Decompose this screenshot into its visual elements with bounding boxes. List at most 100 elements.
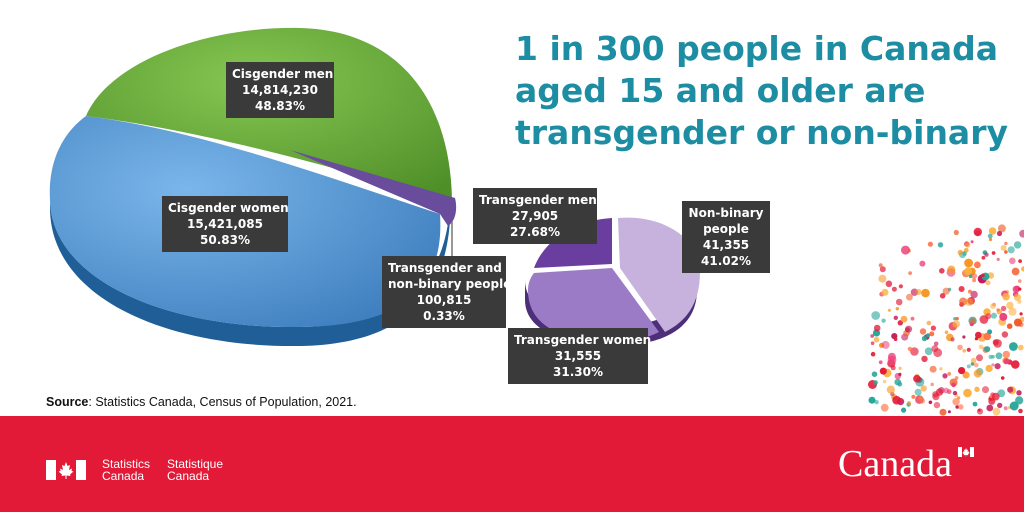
- maple-leaf-dot: [878, 274, 887, 283]
- maple-leaf-dot: [929, 365, 937, 373]
- maple-leaf-dot: [1001, 331, 1009, 338]
- maple-leaf-dot: [990, 312, 998, 319]
- maple-leaf-dot: [882, 379, 887, 384]
- maple-leaf-dots-decoration: [868, 224, 1024, 416]
- maple-leaf-dot: [926, 333, 931, 338]
- maple-leaf-dot: [931, 345, 939, 352]
- maple-leaf-dot: [932, 393, 940, 401]
- maple-leaf-dot: [919, 398, 926, 404]
- data-label-percent: 0.33%: [423, 309, 465, 323]
- maple-leaf-dot: [957, 344, 963, 351]
- data-label-transgender-men: Transgender men 27,905 27.68%: [473, 188, 597, 244]
- maple-leaf-dot: [991, 355, 995, 359]
- maple-leaf-dot: [985, 364, 993, 372]
- canada-flag-icon: [46, 460, 86, 480]
- maple-leaf-dot: [1004, 241, 1008, 246]
- data-label-value: 41,355: [702, 238, 750, 252]
- maple-leaf-dot: [976, 354, 983, 362]
- maple-leaf-dot: [970, 240, 974, 244]
- data-label-name-line-1: Non-binary: [688, 206, 764, 220]
- maple-leaf-dot: [962, 349, 966, 353]
- maple-leaf-dot: [1000, 376, 1005, 380]
- maple-leaf-dot: [952, 390, 958, 396]
- headline-line-1: 1 in 300 people in Canada: [515, 29, 999, 68]
- maple-leaf-dot: [1000, 305, 1007, 312]
- maple-leaf-dot: [878, 263, 883, 268]
- wordmark-flag-icon: [958, 447, 974, 457]
- maple-leaf-dot: [955, 405, 959, 409]
- maple-leaf-dot: [1002, 293, 1010, 301]
- maple-leaf-dot: [1015, 396, 1024, 405]
- maple-leaf-dot: [965, 242, 971, 248]
- maple-leaf-dot: [984, 346, 991, 353]
- maple-leaf-dot: [959, 297, 968, 306]
- maple-leaf-dot: [1013, 241, 1022, 249]
- maple-leaf-dot: [1018, 287, 1022, 291]
- maple-leaf-dot: [890, 365, 896, 371]
- maple-leaf-dot: [887, 352, 896, 361]
- maple-leaf-dot: [981, 273, 985, 278]
- maple-leaf-dot: [1008, 307, 1017, 316]
- maple-leaf-dot: [879, 367, 887, 375]
- maple-leaf-dot: [898, 366, 902, 370]
- maple-leaf-dot: [996, 230, 1003, 237]
- maple-leaf-dot: [870, 341, 875, 346]
- data-label-percent: 31.30%: [553, 365, 603, 379]
- maple-leaf-dot: [943, 387, 950, 394]
- maple-leaf-dot: [996, 257, 1000, 261]
- maple-leaf-dot: [974, 362, 979, 368]
- maple-leaf-dot: [927, 241, 934, 247]
- maple-leaf-dot: [930, 382, 934, 387]
- maple-leaf-dot: [982, 386, 989, 394]
- maple-leaf-dot: [901, 245, 910, 255]
- maple-leaf-dot: [892, 395, 901, 405]
- maple-leaf-dot: [988, 227, 997, 235]
- maple-leaf-dot: [1013, 293, 1022, 301]
- maple-leaf-dot: [885, 280, 893, 288]
- maple-leaf-dot: [1007, 246, 1015, 254]
- source-note: Source: Statistics Canada, Census of Pop…: [46, 395, 357, 409]
- maple-leaf-dot: [947, 265, 956, 274]
- data-label-percent: 48.83%: [255, 99, 305, 113]
- maple-leaf-dot: [1019, 229, 1024, 238]
- maple-leaf-dot: [905, 325, 913, 333]
- data-label-non-binary-people: Non-binary people 41,355 41.02%: [682, 201, 770, 273]
- maple-leaf-dot: [978, 344, 984, 350]
- maple-leaf-dot: [985, 313, 992, 320]
- data-label-percent: 50.83%: [200, 233, 250, 247]
- data-label-cisgender-men: Cisgender men 14,814,230 48.83%: [226, 62, 334, 118]
- maple-leaf-dot: [887, 308, 892, 312]
- maple-leaf-dot: [987, 329, 993, 335]
- maple-leaf-dot: [957, 249, 963, 255]
- maple-leaf-dot: [992, 407, 1001, 416]
- maple-leaf-dot: [942, 287, 950, 295]
- maple-leaf-dot: [920, 385, 927, 392]
- maple-leaf-dot: [939, 268, 945, 274]
- maple-leaf-dot: [913, 374, 921, 383]
- maple-leaf-dot: [893, 337, 898, 342]
- maple-leaf-dot: [1006, 301, 1014, 310]
- maple-leaf-dot: [1009, 401, 1019, 411]
- data-label-value: 14,814,230: [242, 83, 318, 97]
- maple-leaf-dot: [894, 378, 901, 386]
- maple-leaf-dot: [1018, 279, 1022, 283]
- maple-leaf-dot: [915, 289, 922, 295]
- maple-leaf-dot: [878, 360, 883, 365]
- maple-leaf-dot: [871, 371, 878, 378]
- maple-leaf-dot: [929, 331, 935, 337]
- maple-leaf-dot: [973, 369, 982, 378]
- maple-leaf-dot: [966, 347, 971, 352]
- maple-leaf-dot: [1000, 244, 1007, 251]
- data-label-value: 15,421,085: [187, 217, 263, 231]
- maple-leaf-dot: [966, 364, 971, 369]
- signature-en-line-1: Statistics: [102, 457, 151, 471]
- maple-leaf-dot: [970, 290, 978, 299]
- maple-leaf-dot: [870, 351, 876, 357]
- maple-leaf-dot: [981, 255, 986, 260]
- maple-leaf-dot: [950, 337, 955, 342]
- maple-leaf-dot: [919, 328, 927, 335]
- maple-leaf-dot: [1009, 342, 1018, 351]
- maple-leaf-dot: [965, 298, 974, 306]
- footer-bar: [0, 416, 1024, 512]
- maple-leaf-dot: [939, 367, 943, 371]
